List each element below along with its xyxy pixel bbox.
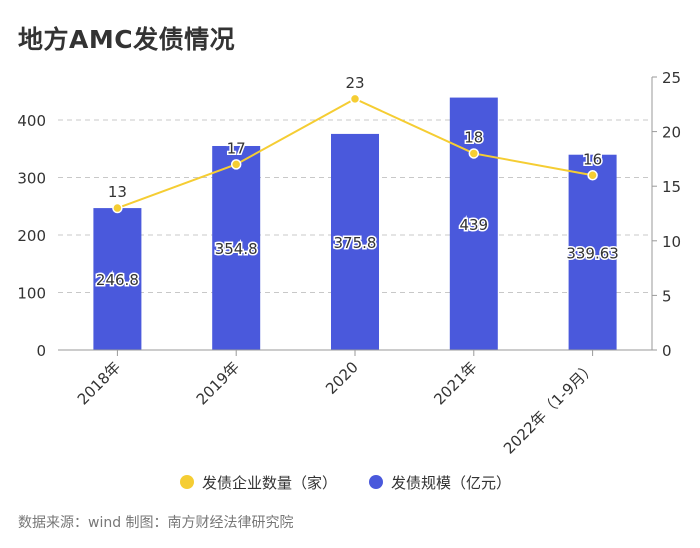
line-data-label: 16 <box>583 150 602 168</box>
bar-data-label: 246.8 <box>96 271 139 289</box>
line-point <box>468 148 480 159</box>
legend-label: 发债规模（亿元） <box>391 474 511 492</box>
x-tick-label: 2018年 <box>74 358 124 408</box>
line-point <box>349 93 361 105</box>
right-tick-label: 25 <box>662 69 681 87</box>
bar-data-label: 354.8 <box>215 240 258 258</box>
line-data-label: 18 <box>464 128 483 146</box>
bar <box>212 145 261 350</box>
bar-data-label: 439 <box>459 216 488 234</box>
x-tick-label: 2019年 <box>193 358 243 408</box>
bar <box>93 208 142 350</box>
right-tick-label: 5 <box>662 287 672 305</box>
bar-data-label: 339.63 <box>566 244 619 262</box>
line-data-label: 13 <box>108 183 127 201</box>
left-tick-label: 200 <box>17 227 46 245</box>
right-tick-label: 15 <box>662 178 681 196</box>
line-data-label: 23 <box>345 74 364 92</box>
right-tick-label: 0 <box>662 342 672 360</box>
line-point <box>230 159 242 170</box>
source-note: 数据来源：wind 制图：南方财经法律研究院 <box>18 515 294 531</box>
line-data-label: 17 <box>227 139 246 157</box>
legend-marker-icon <box>369 475 383 489</box>
x-tick-label: 2021年 <box>430 358 480 408</box>
legend-marker-icon <box>180 475 194 489</box>
chart-title: 地方AMC发债情况 <box>18 25 236 54</box>
bar-data-label: 375.8 <box>334 234 377 252</box>
x-tick-label: 2020 <box>322 358 362 398</box>
line-point <box>587 170 598 181</box>
x-tick-label: 2022年（1-9月） <box>500 358 599 457</box>
left-tick-label: 400 <box>17 112 46 130</box>
bar <box>331 133 379 350</box>
bar <box>568 154 617 350</box>
right-tick-label: 10 <box>662 233 681 251</box>
left-tick-label: 300 <box>17 170 46 188</box>
right-tick-label: 20 <box>662 124 681 142</box>
left-tick-label: 100 <box>17 285 46 303</box>
line-point <box>112 202 123 214</box>
left-tick-label: 0 <box>36 342 46 360</box>
legend-label: 发债企业数量（家） <box>202 474 337 492</box>
bar <box>449 97 498 350</box>
